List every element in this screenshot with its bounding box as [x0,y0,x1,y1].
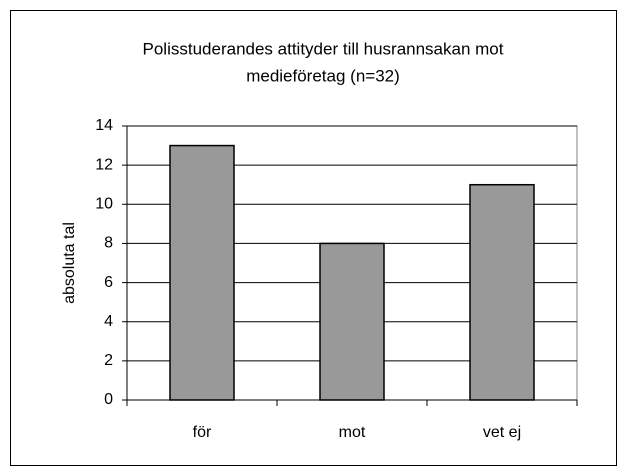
y-tick-label: 2 [104,352,113,369]
y-tick-label: 4 [104,313,113,330]
bar [319,242,385,401]
bar [169,144,235,401]
x-tick-label: mot [339,424,366,441]
chart-title: Polisstuderandes attityder till husranns… [143,39,504,58]
y-tick-label: 10 [95,196,113,213]
y-tick-label: 6 [104,274,113,291]
y-axis-label: absoluta tal [61,222,78,304]
y-tick-label: 8 [104,235,113,252]
chart-title: medieföretag (n=32) [246,66,400,85]
y-tick-label: 12 [95,156,113,173]
y-tick-label: 0 [104,391,113,408]
x-tick-label: vet ej [483,424,521,441]
y-tick-label: 14 [95,117,113,134]
x-tick-label: för [193,424,212,441]
bar [469,183,535,401]
